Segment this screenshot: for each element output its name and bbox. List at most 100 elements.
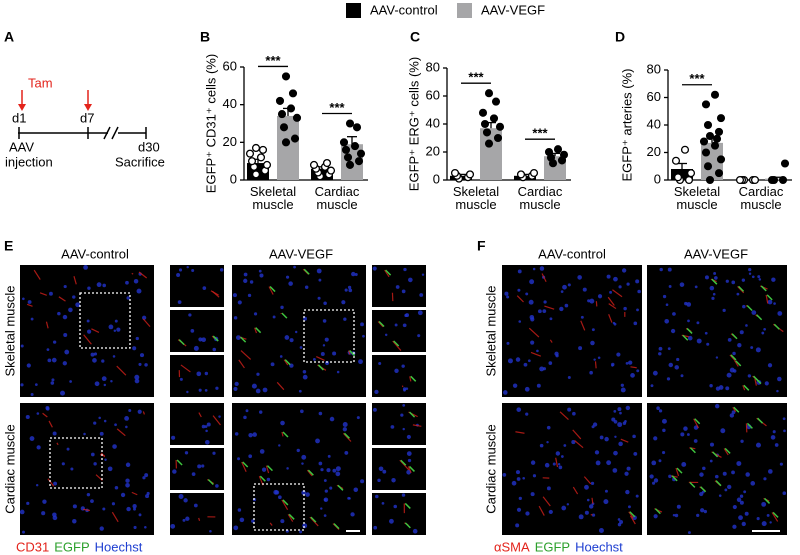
nucleus [672,312,676,316]
nucleus [212,347,217,352]
vessel [240,350,252,360]
micrograph [20,265,154,397]
nucleus [347,285,352,290]
nucleus [237,508,242,512]
egfp-signal [654,508,661,515]
micrograph [372,355,426,397]
column-title: AAV-VEGF [269,246,333,261]
nucleus [617,422,623,428]
nucleus [324,337,329,342]
y-tick-label: 60 [647,89,661,104]
vessel [138,271,148,279]
nucleus [732,351,736,356]
nucleus [680,374,684,378]
nucleus [332,351,337,356]
nucleus [358,359,363,365]
nucleus [625,489,630,495]
nucleus [183,498,188,503]
nucleus [592,422,598,427]
nucleus [589,370,593,375]
nucleus [193,345,199,351]
nucleus [125,478,130,483]
nucleus [273,489,279,495]
vessel [384,269,390,278]
significance-label: *** [468,70,484,85]
nucleus [125,280,129,285]
nucleus [767,363,773,368]
nucleus [572,411,576,416]
nucleus [286,467,289,470]
data-point [529,168,539,178]
nucleus [632,434,636,439]
y-tick-label: 0 [433,171,440,186]
nucleus [593,358,596,361]
nucleus [288,281,293,286]
egfp-signal [629,511,636,518]
nucleus [262,387,268,393]
egfp-signal [689,447,696,454]
nucleus [356,416,360,420]
data-point [292,113,302,122]
nucleus [191,268,195,272]
nucleus [178,493,184,499]
significance-label: *** [689,71,705,86]
nucleus [255,388,261,394]
nucleus [731,410,736,415]
nucleus [102,507,106,511]
nucleus [408,277,413,283]
nucleus [516,407,522,412]
nucleus [732,504,737,510]
panel-label: F [477,238,486,254]
nucleus [94,381,100,387]
nucleus [507,358,513,364]
zoom-box [49,437,103,489]
egfp-signal [400,459,407,466]
y-tick-label: 20 [223,134,237,149]
nucleus [598,528,604,533]
data-point [345,160,355,169]
egfp-signal [404,522,411,529]
nucleus [623,306,627,311]
nucleus [672,514,676,517]
vessel [528,327,540,338]
egfp-signal [746,422,753,429]
nucleus [375,494,379,499]
nucleus [108,324,114,330]
nucleus [421,273,425,276]
micrograph [372,310,426,352]
data-point [750,175,760,185]
nucleus [317,296,321,300]
nucleus [587,299,591,303]
nucleus [304,285,309,290]
data-point [279,123,289,132]
nucleus [532,474,537,478]
nucleus [544,462,550,468]
nucleus [417,334,421,338]
y-tick-label: 0 [230,171,237,186]
nucleus [686,433,690,436]
y-tick-label: 60 [223,58,237,73]
nucleus [757,275,761,279]
nucleus [617,407,622,412]
nucleus [517,288,521,292]
nucleus [400,413,404,417]
nucleus [318,461,323,466]
nucleus [619,519,624,524]
nucleus [679,282,685,287]
nucleus [360,479,365,484]
x-tick-label: Skeletal muscle [452,184,500,212]
data-point [493,133,503,143]
egfp-signal [307,469,314,476]
nucleus [323,479,327,482]
stain-label: Hoechst [95,539,143,554]
nucleus [90,499,94,504]
data-point [495,122,505,131]
vessel [265,465,270,474]
egfp-signal [212,335,219,342]
nucleus [715,356,719,359]
x-tick-label: Cardiac muscle [517,184,563,212]
nucleus [351,271,356,277]
vessel [42,412,48,418]
nucleus [112,355,116,358]
nucleus [90,452,95,457]
